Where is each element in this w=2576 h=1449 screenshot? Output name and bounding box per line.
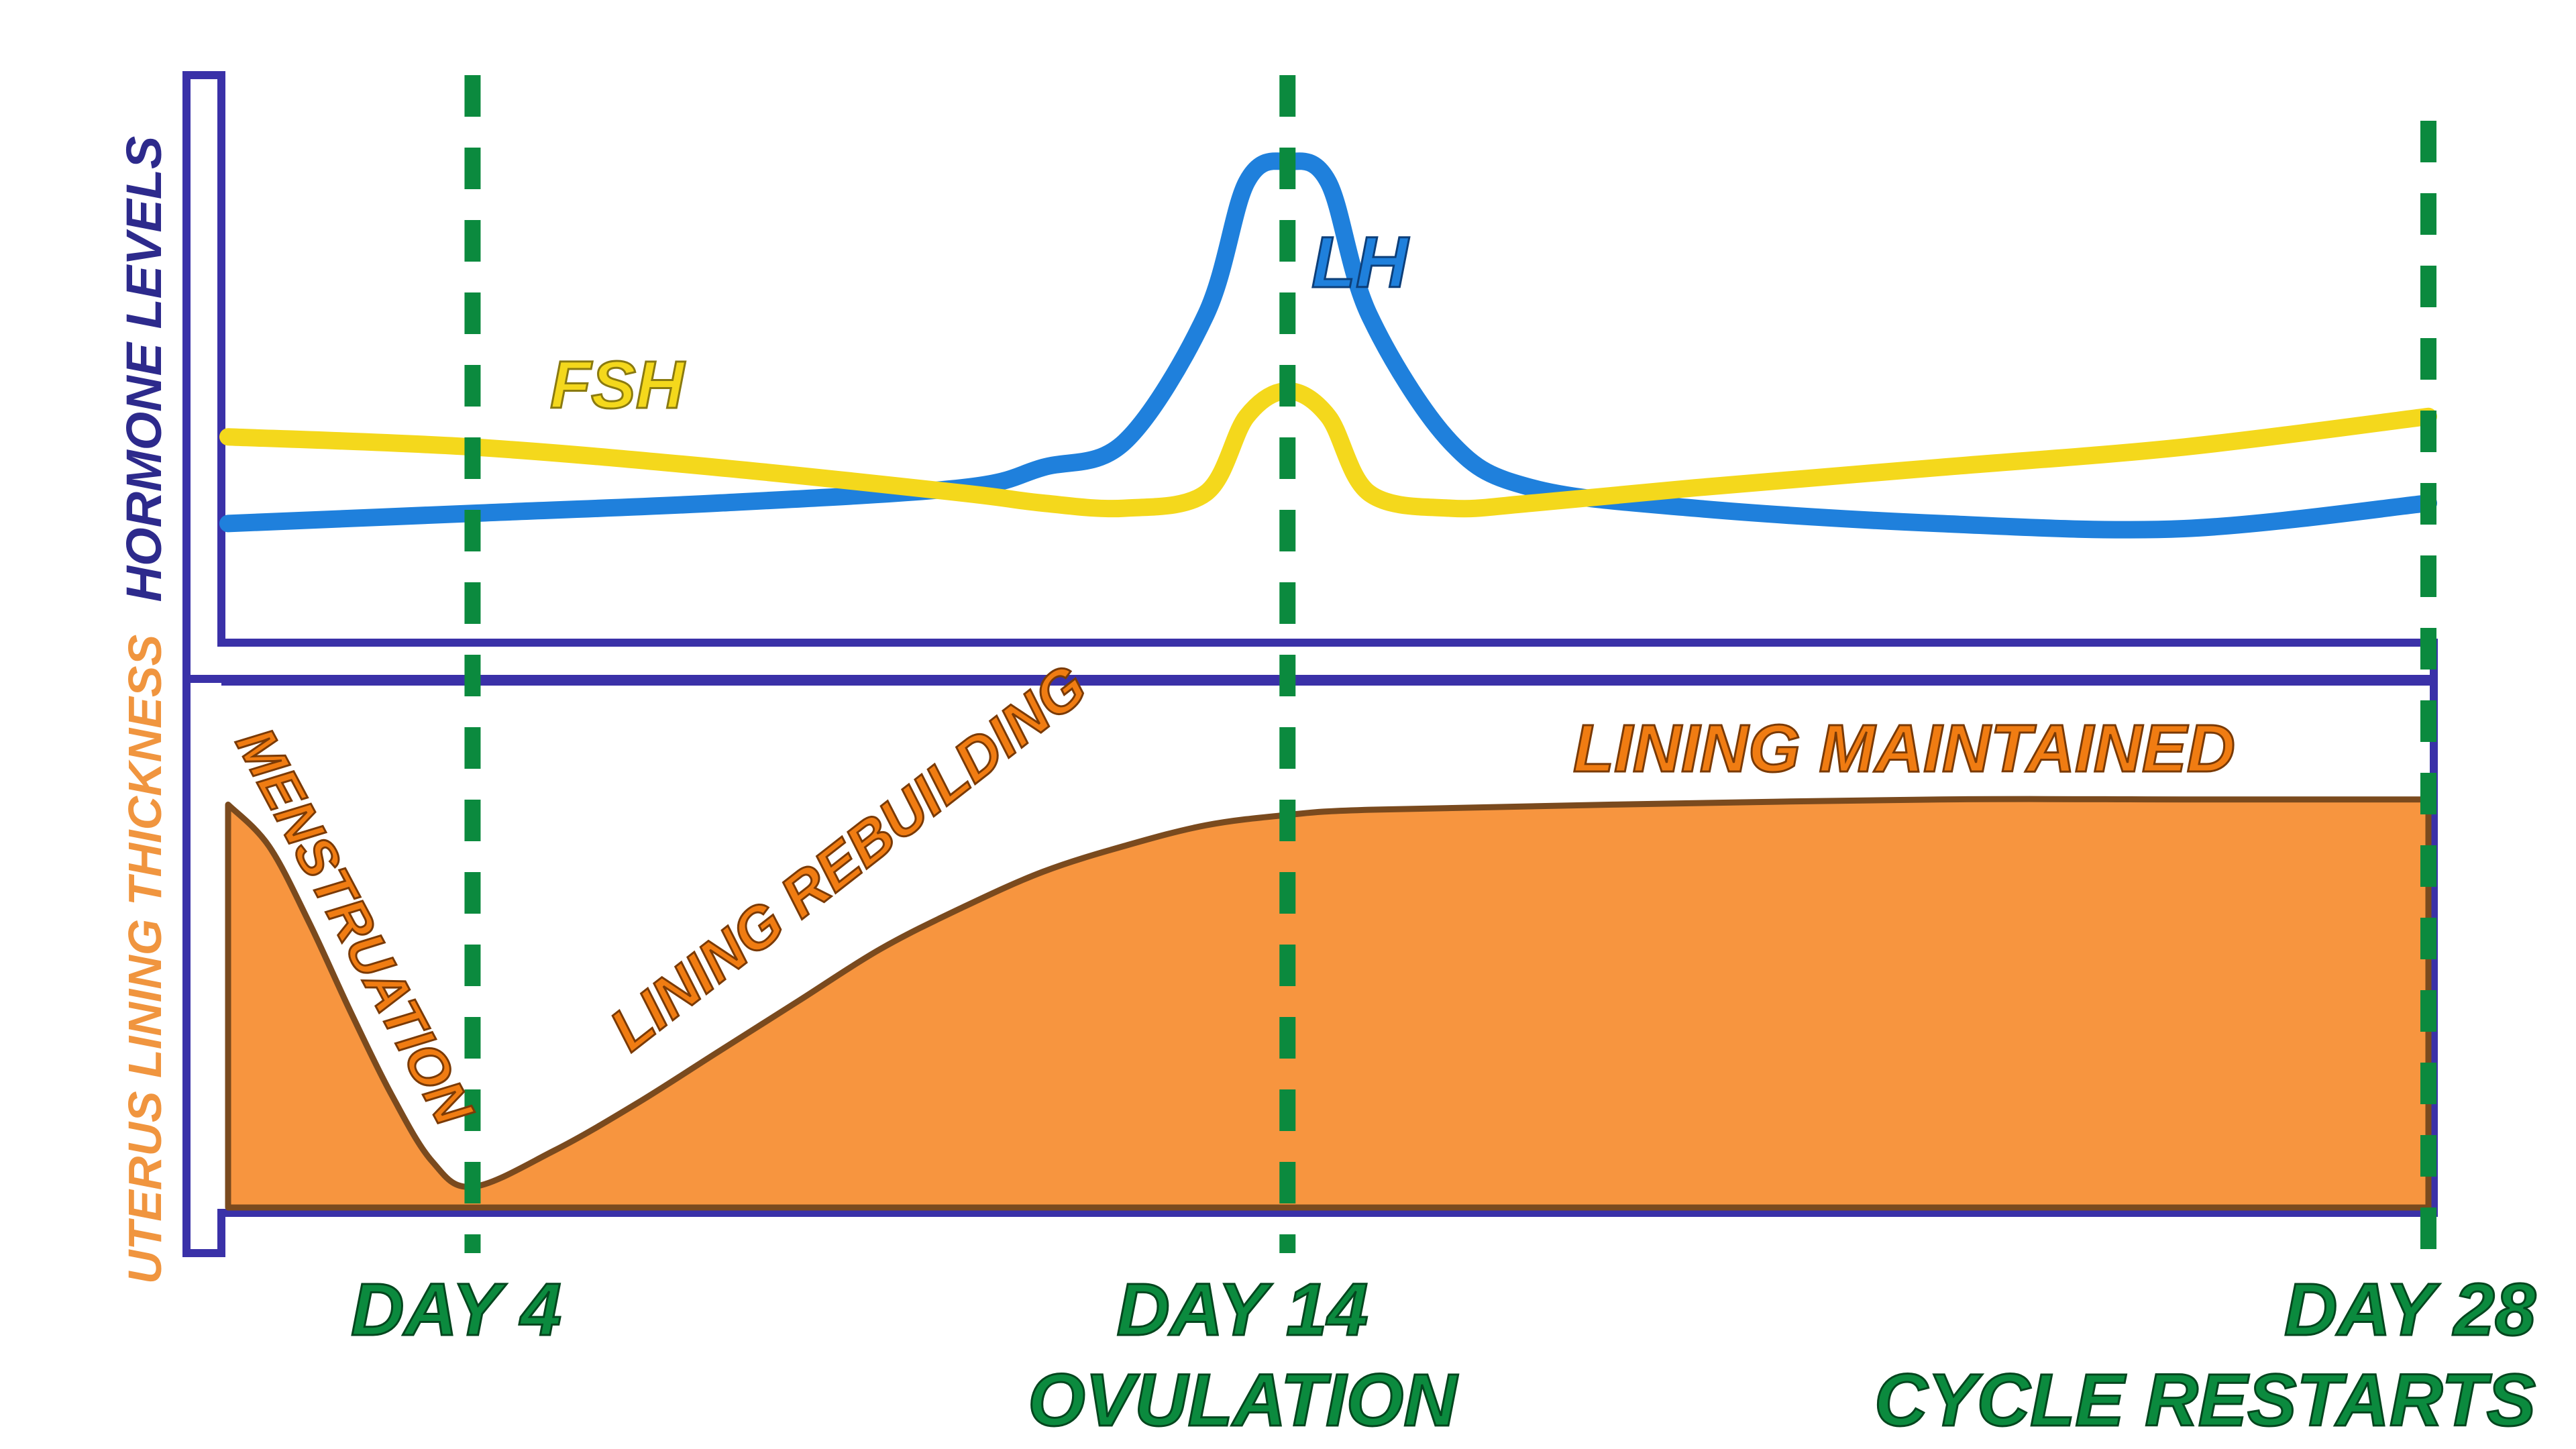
fsh-series-label: FSH	[550, 347, 686, 423]
day-4-label: DAY 4	[351, 1269, 561, 1351]
uterus-lining-axis-label: UTERUS LINING THICKNESS	[119, 635, 171, 1284]
lining-thickness-area	[225, 796, 2432, 1211]
lining-maintained-phase-label: LINING MAINTAINED	[1573, 711, 2235, 786]
lh-series-line	[219, 152, 2437, 539]
day-28-label: DAY 28	[2284, 1269, 2536, 1351]
cycle-restarts-label: CYCLE RESTARTS	[1874, 1359, 2536, 1442]
hormone-levels-axis-label: HORMONE LEVELS	[116, 136, 172, 602]
lh-series-label: LH	[1311, 221, 1409, 303]
lining-panel-frame	[182, 678, 2438, 1257]
ovulation-label: OVULATION	[1028, 1359, 1458, 1442]
day-14-label: DAY 14	[1116, 1269, 1368, 1351]
